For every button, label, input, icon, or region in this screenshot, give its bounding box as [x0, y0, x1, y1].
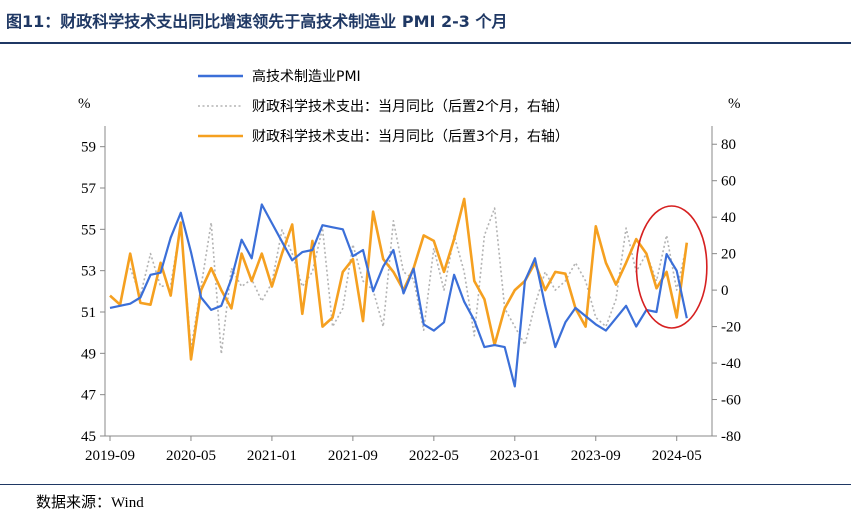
x-tick-label: 2019-09: [85, 448, 135, 464]
left-tick-label: 57: [81, 181, 97, 197]
legend-label-1: 高技术制造业PMI: [252, 68, 361, 85]
left-tick-label: 53: [81, 264, 96, 280]
chart-axes: 45 47 49 51 53 55 57 59 -80 -60 -40 -20 0 20 40 60 80% % 2…: [78, 96, 741, 464]
right-axis-unit: %: [728, 96, 741, 112]
x-tick-label: 2020-05: [166, 448, 216, 464]
left-tick-label: 47: [81, 388, 97, 404]
legend-label-3: 财政科学技术支出：当月同比（后置3个月，右轴）: [252, 129, 569, 145]
left-tick-label: 59: [81, 140, 96, 156]
right-tick-label: 20: [721, 247, 736, 263]
highlight-annotation: [635, 205, 708, 329]
source-note: 数据来源：Wind: [36, 495, 144, 511]
x-tick-label: 2021-01: [247, 448, 297, 464]
left-tick-label: 55: [81, 222, 96, 238]
x-tick-label: 2021-09: [328, 448, 378, 464]
highlight-ellipse: [635, 205, 708, 329]
left-axis-unit: %: [78, 96, 91, 112]
series-line-3: [109, 197, 689, 361]
series-line-2: [129, 207, 688, 355]
x-tick-label: 2023-01: [490, 448, 540, 464]
right-tick-label: -60: [721, 393, 741, 409]
figure-title: 图11：财政科学技术支出同比增速领先于高技术制造业 PMI 2-3 个月: [6, 12, 508, 31]
right-tick-label: -80: [721, 429, 741, 445]
right-tick-label: -40: [721, 356, 741, 372]
right-tick-label: -20: [721, 320, 741, 336]
x-tick-label: 2023-09: [571, 448, 621, 464]
right-tick-label: 0: [721, 283, 729, 299]
title-rule: [0, 42, 851, 44]
chart-series: [109, 197, 689, 388]
legend-label-2: 财政科学技术支出：当月同比（后置2个月，右轴）: [252, 99, 569, 115]
left-tick-label: 49: [81, 346, 96, 362]
chart-legend: 高技术制造业PMI 财政科学技术支出：当月同比（后置2个月，右轴） 财政科学技术支出…: [198, 68, 569, 145]
series-line-1: [109, 203, 688, 388]
right-tick-label: 40: [721, 210, 736, 226]
right-tick-label: 60: [721, 174, 736, 190]
x-tick-label: 2024-05: [652, 448, 702, 464]
x-tick-label: 2022-05: [409, 448, 459, 464]
source-rule: [0, 484, 851, 485]
left-tick-label: 51: [81, 305, 96, 321]
left-tick-label: 45: [81, 429, 96, 445]
right-tick-label: 80: [721, 137, 736, 153]
